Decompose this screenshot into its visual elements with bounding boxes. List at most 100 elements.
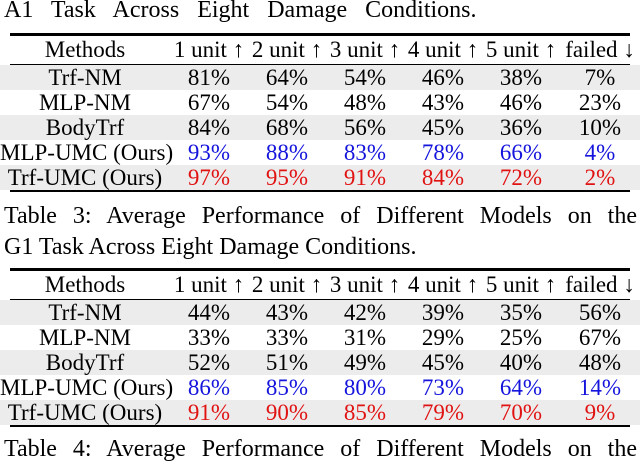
value-cell: 49% bbox=[343, 349, 387, 375]
value-cell: 10% bbox=[578, 114, 622, 140]
header-cell: 5 unit ↑ bbox=[485, 272, 557, 298]
value-cell: 79% bbox=[421, 399, 465, 425]
header-cell: 5 unit ↑ bbox=[485, 37, 557, 63]
value-cell: 66% bbox=[499, 139, 543, 165]
value-cell: 54% bbox=[343, 64, 387, 90]
value-cell: 68% bbox=[265, 114, 309, 140]
table-row: MLP-UMC (Ours) 93% 88% 83% 78% 66% 4% bbox=[0, 140, 640, 165]
method-cell: MLP-UMC (Ours) bbox=[0, 139, 174, 165]
value-cell: 48% bbox=[578, 349, 622, 375]
header-cell: failed ↓ bbox=[565, 272, 635, 298]
method-cell: Trf-NM bbox=[48, 64, 122, 90]
header-cell: 4 unit ↑ bbox=[407, 37, 479, 63]
value-cell: 88% bbox=[265, 139, 309, 165]
header-cell: 2 unit ↑ bbox=[251, 272, 323, 298]
value-cell: 42% bbox=[343, 299, 387, 325]
value-cell: 81% bbox=[187, 64, 231, 90]
value-cell: 14% bbox=[578, 374, 622, 400]
value-cell: 44% bbox=[187, 299, 231, 325]
table-body: Trf-NM 81% 64% 54% 46% 38% 7% MLP-NM 67% 54% 48% 43… bbox=[0, 64, 640, 190]
value-cell: 70% bbox=[499, 399, 543, 425]
method-cell: MLP-NM bbox=[38, 89, 131, 115]
method-cell: Trf-UMC (Ours) bbox=[7, 164, 163, 190]
method-cell: MLP-NM bbox=[38, 324, 131, 350]
table-header-row: Methods 1 unit ↑ 2 unit ↑ 3 unit ↑ 4 unit ↑ 5… bbox=[0, 36, 640, 64]
table-bottom-rule bbox=[10, 189, 630, 193]
value-cell: 7% bbox=[584, 64, 616, 90]
method-cell: Trf-NM bbox=[48, 299, 122, 325]
caption-table3-line2: G1 Task Across Eight Damage Conditions. bbox=[4, 234, 417, 260]
value-cell: 85% bbox=[265, 374, 309, 400]
table-row: Trf-UMC (Ours) 97% 95% 91% 84% 72% 2% bbox=[0, 164, 640, 190]
value-cell: 51% bbox=[265, 349, 309, 375]
value-cell: 33% bbox=[187, 324, 231, 350]
table-header-row: Methods 1 unit ↑ 2 unit ↑ 3 unit ↑ 4 unit ↑ 5… bbox=[0, 271, 640, 299]
table-row: Trf-NM 44% 43% 42% 39% 35% 56% bbox=[0, 299, 640, 325]
value-cell: 84% bbox=[187, 114, 231, 140]
method-cell: MLP-UMC (Ours) bbox=[0, 374, 174, 400]
header-cell: Methods bbox=[44, 37, 126, 63]
value-cell: 35% bbox=[499, 299, 543, 325]
caption-table3-line1: Table 3: Average Performance of Differen… bbox=[4, 203, 637, 229]
caption-table4-fragment: Table 4: Average Performance of Differen… bbox=[4, 436, 637, 462]
value-cell: 84% bbox=[421, 164, 465, 190]
value-cell: 93% bbox=[187, 139, 231, 165]
value-cell: 67% bbox=[187, 89, 231, 115]
value-cell: 73% bbox=[421, 374, 465, 400]
value-cell: 25% bbox=[499, 324, 543, 350]
value-cell: 72% bbox=[499, 164, 543, 190]
value-cell: 46% bbox=[421, 64, 465, 90]
value-cell: 43% bbox=[421, 89, 465, 115]
value-cell: 91% bbox=[187, 399, 231, 425]
table-row: MLP-NM 33% 33% 31% 29% 25% 67% bbox=[0, 325, 640, 350]
header-cell: 2 unit ↑ bbox=[251, 37, 323, 63]
table-top-rule bbox=[10, 33, 630, 36]
value-cell: 33% bbox=[265, 324, 309, 350]
value-cell: 4% bbox=[584, 139, 616, 165]
table-g1-results: Methods 1 unit ↑ 2 unit ↑ 3 unit ↑ 4 unit ↑ 5… bbox=[0, 268, 640, 428]
method-cell: BodyTrf bbox=[45, 114, 125, 140]
table-top-rule bbox=[10, 268, 630, 271]
table-row: Trf-UMC (Ours) 91% 90% 85% 79% 70% 9% bbox=[0, 399, 640, 425]
value-cell: 52% bbox=[187, 349, 231, 375]
value-cell: 64% bbox=[499, 374, 543, 400]
table-mid-rule bbox=[10, 298, 630, 300]
table-mid-rule bbox=[10, 63, 630, 65]
value-cell: 86% bbox=[187, 374, 231, 400]
value-cell: 23% bbox=[578, 89, 622, 115]
value-cell: 38% bbox=[499, 64, 543, 90]
value-cell: 45% bbox=[421, 349, 465, 375]
value-cell: 78% bbox=[421, 139, 465, 165]
value-cell: 29% bbox=[421, 324, 465, 350]
value-cell: 36% bbox=[499, 114, 543, 140]
value-cell: 64% bbox=[265, 64, 309, 90]
table-a1-results: Methods 1 unit ↑ 2 unit ↑ 3 unit ↑ 4 unit ↑ 5… bbox=[0, 33, 640, 193]
header-cell: 3 unit ↑ bbox=[329, 272, 401, 298]
value-cell: 48% bbox=[343, 89, 387, 115]
value-cell: 31% bbox=[343, 324, 387, 350]
value-cell: 54% bbox=[265, 89, 309, 115]
method-cell: Trf-UMC (Ours) bbox=[7, 399, 163, 425]
value-cell: 45% bbox=[421, 114, 465, 140]
value-cell: 2% bbox=[584, 164, 616, 190]
table-row: BodyTrf 84% 68% 56% 45% 36% 10% bbox=[0, 114, 640, 140]
value-cell: 9% bbox=[584, 399, 616, 425]
value-cell: 43% bbox=[265, 299, 309, 325]
value-cell: 56% bbox=[578, 299, 622, 325]
value-cell: 95% bbox=[265, 164, 309, 190]
value-cell: 56% bbox=[343, 114, 387, 140]
table-row: Trf-NM 81% 64% 54% 46% 38% 7% bbox=[0, 64, 640, 90]
header-cell: 1 unit ↑ bbox=[173, 37, 245, 63]
header-cell: 3 unit ↑ bbox=[329, 37, 401, 63]
table-row: BodyTrf 52% 51% 49% 45% 40% 48% bbox=[0, 349, 640, 375]
value-cell: 67% bbox=[578, 324, 622, 350]
method-cell: BodyTrf bbox=[45, 349, 125, 375]
value-cell: 97% bbox=[187, 164, 231, 190]
header-cell: 1 unit ↑ bbox=[173, 272, 245, 298]
header-cell: failed ↓ bbox=[565, 37, 635, 63]
table-row: MLP-NM 67% 54% 48% 43% 46% 23% bbox=[0, 90, 640, 115]
header-cell: Methods bbox=[44, 272, 126, 298]
value-cell: 80% bbox=[343, 374, 387, 400]
value-cell: 91% bbox=[343, 164, 387, 190]
table-row: MLP-UMC (Ours) 86% 85% 80% 73% 64% 14% bbox=[0, 375, 640, 400]
